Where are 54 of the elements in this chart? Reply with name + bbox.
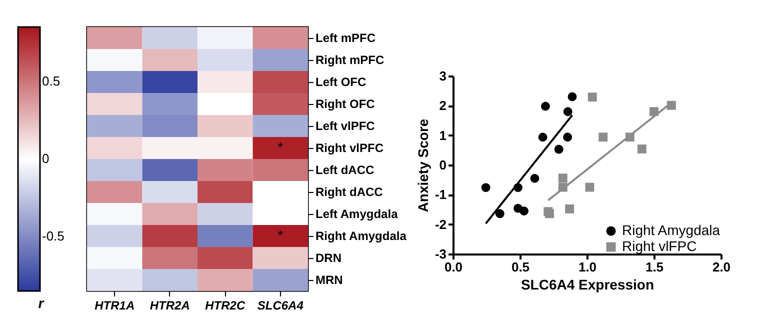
point <box>598 132 608 142</box>
point <box>558 174 568 183</box>
point <box>495 209 504 218</box>
y-tick-label: Left OFC <box>316 75 366 89</box>
point <box>563 107 572 116</box>
y-tick-label: Right mPFC <box>316 53 384 67</box>
point <box>637 144 646 154</box>
point <box>563 132 572 142</box>
y-tick-label: -3 <box>434 246 446 262</box>
point <box>554 144 564 154</box>
point <box>538 132 548 142</box>
data-label: * <box>278 227 284 243</box>
x-tick-label: 1.0 <box>578 260 597 274</box>
x-tick-label: 2.0 <box>712 260 731 274</box>
y-tick-label: Left vlPFC <box>316 119 376 133</box>
y-tick-label: DRN <box>316 251 342 265</box>
point <box>565 204 574 214</box>
point <box>568 92 577 102</box>
y-tick-label: Left Amygdala <box>316 207 398 221</box>
legend-label: Right vlFPC <box>622 238 697 254</box>
data-label: * <box>278 139 284 155</box>
x-tick-label: HTR2A <box>150 298 190 312</box>
y-tick-label: MRN <box>316 273 343 287</box>
y-tick-label: Right dACC <box>316 185 384 199</box>
y-tick-label: Right Amygdala <box>316 229 407 243</box>
point <box>520 206 528 216</box>
point <box>588 92 597 102</box>
point <box>530 174 540 183</box>
point <box>540 102 550 111</box>
y-tick-label: 3 <box>439 68 446 84</box>
legend-label: Right Amygdala <box>622 222 720 238</box>
x-tick-label: 0.5 <box>511 260 530 274</box>
x-tick-label: 1.5 <box>645 260 664 274</box>
color-bar-label: 0.5 <box>42 73 60 88</box>
y-tick-label: 0 <box>439 158 446 172</box>
x-tick-label: SLC6A4 <box>257 298 304 312</box>
x-tick-label: HTR2C <box>205 298 246 312</box>
y-tick-label: Left mPFC <box>316 31 376 45</box>
y-tick-label: 1 <box>439 128 446 143</box>
y-tick-label: -2 <box>434 216 446 232</box>
y-tick-label: 2 <box>439 98 446 114</box>
y-axis-title: Anxiety Score <box>414 118 431 212</box>
x-tick-label: HTR1A <box>94 298 135 312</box>
point <box>481 183 490 192</box>
color-bar-title: r <box>38 295 46 311</box>
point <box>585 182 594 192</box>
y-tick-label: Right vlPFC <box>316 141 384 155</box>
x-tick-label: 0.0 <box>444 260 463 274</box>
y-tick-label: -1 <box>434 187 446 202</box>
x-axis-title: SLC6A4 Expression <box>520 276 654 292</box>
color-bar-label: 0 <box>42 151 50 166</box>
color-bar-label: -0.5 <box>42 228 64 244</box>
y-tick-label: Right OFC <box>316 97 376 111</box>
y-tick-label: Left dACC <box>316 163 374 177</box>
